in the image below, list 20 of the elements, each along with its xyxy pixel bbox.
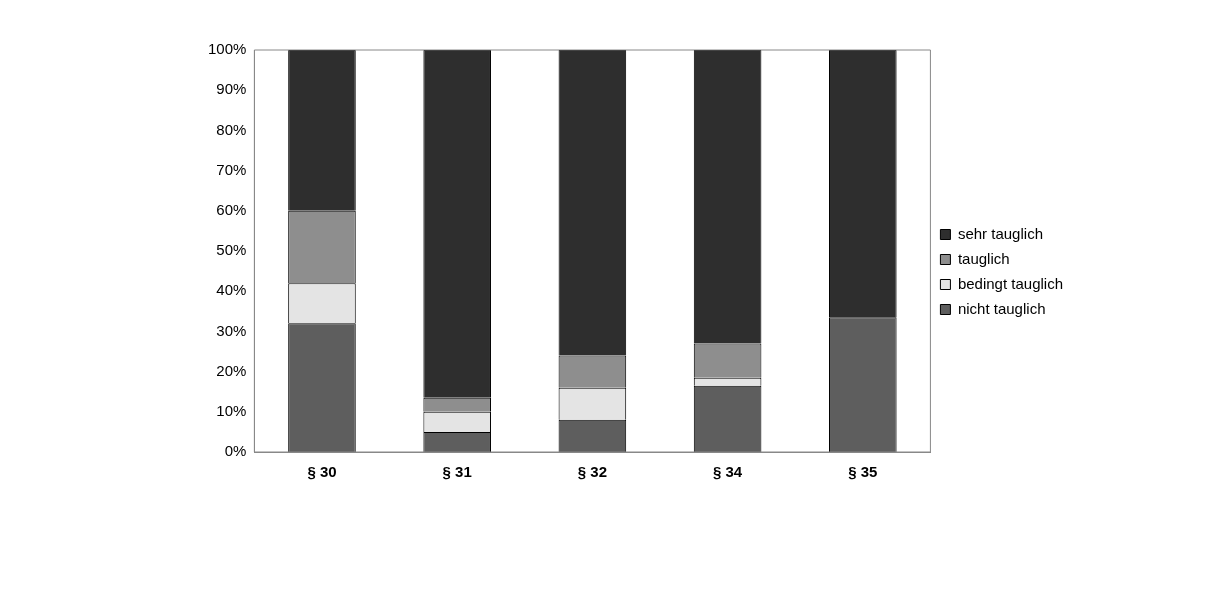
y-tick-label: 90%: [216, 80, 247, 98]
y-tick-label: 30%: [216, 321, 247, 339]
legend-label: sehr tauglich: [957, 224, 1043, 242]
x-tick-label: § 30: [307, 463, 337, 481]
y-tick-label: 80%: [216, 120, 247, 138]
y-tick-label: 40%: [216, 281, 247, 299]
y-tick-label: 70%: [216, 160, 247, 178]
y-tick-label: 0%: [224, 442, 247, 460]
y-tick-label: 20%: [216, 361, 247, 379]
legend-label: tauglich: [957, 249, 1010, 267]
legend-label: bedingt tauglich: [957, 274, 1064, 292]
y-tick-label: 50%: [216, 241, 247, 259]
y-tick-label: 10%: [216, 401, 247, 419]
legend-label: nicht tauglich: [957, 299, 1046, 317]
x-tick-label: § 31: [442, 463, 472, 481]
x-tick-label: § 34: [713, 463, 743, 481]
x-tick-label: § 35: [848, 463, 878, 481]
y-tick-label: 100%: [207, 40, 247, 58]
y-tick-label: 60%: [216, 200, 247, 218]
x-tick-label: § 32: [577, 463, 607, 481]
